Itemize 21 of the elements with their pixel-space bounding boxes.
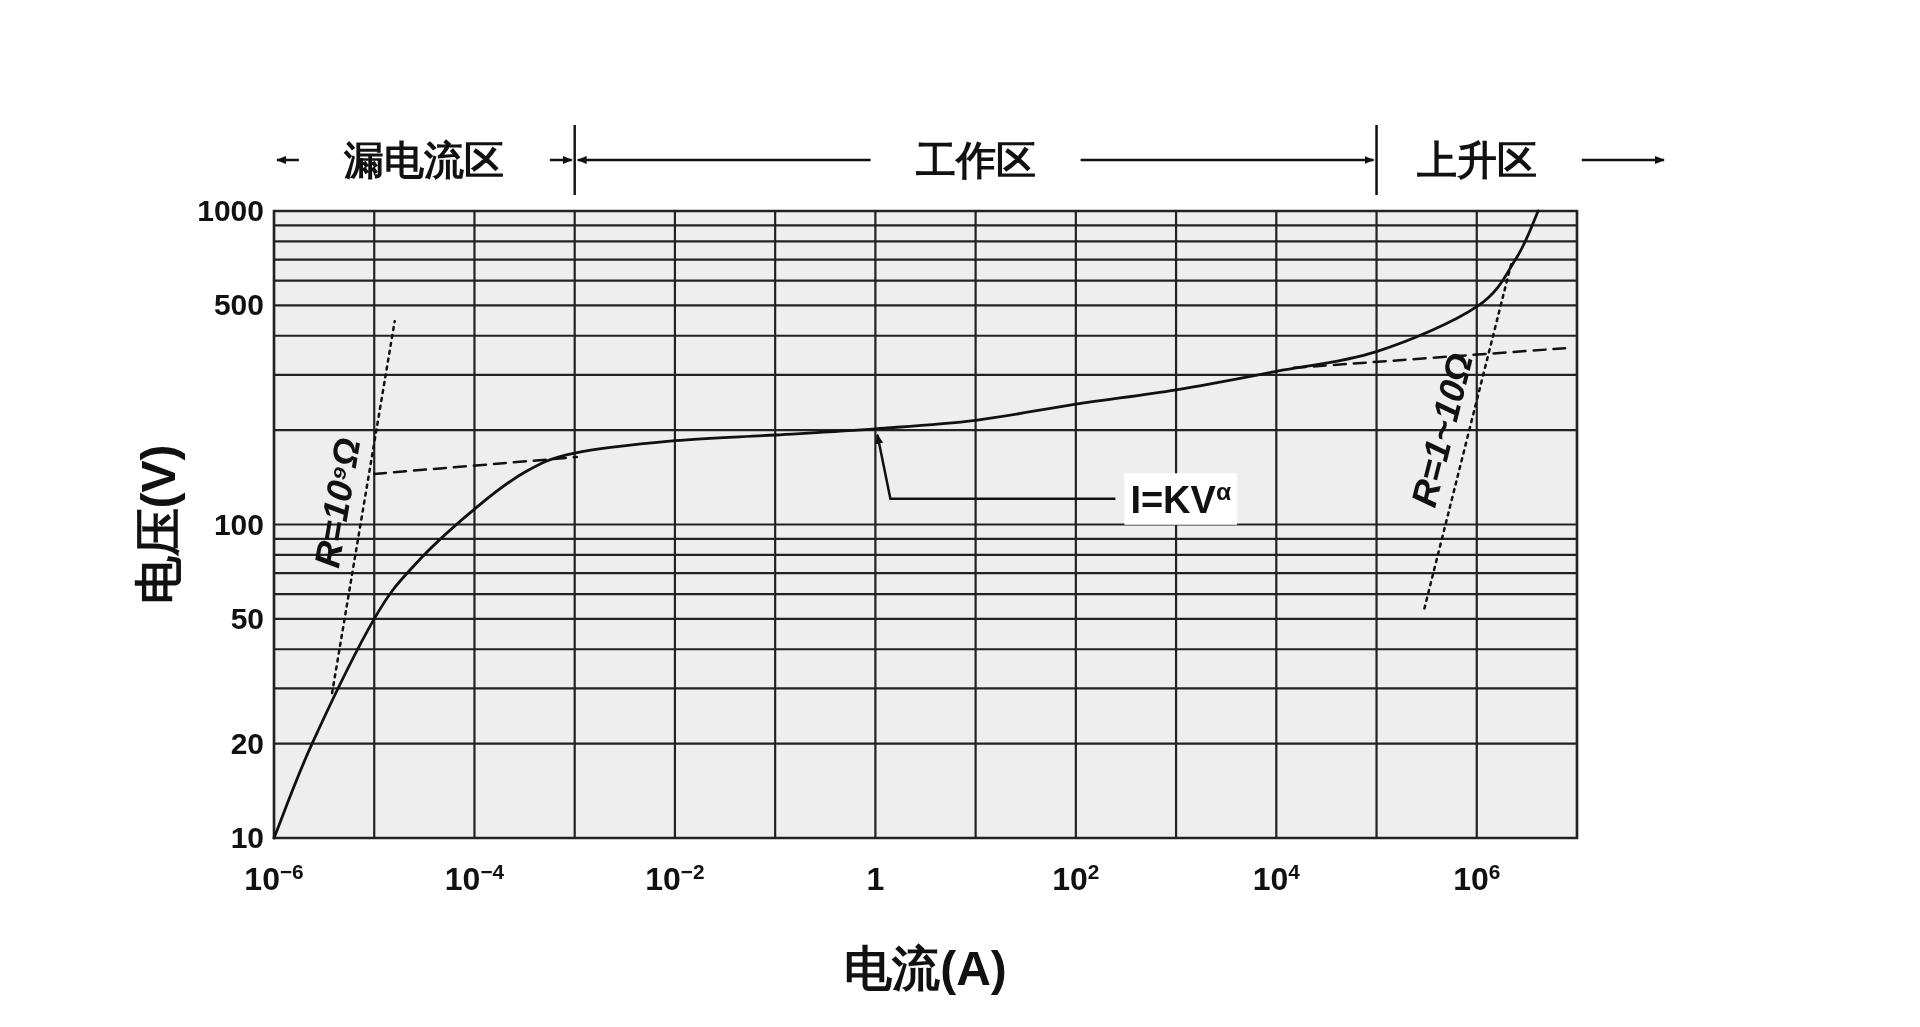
x-tick-label: 10$^{−4}$ [444, 859, 505, 897]
x-tick-label: 10$^{2}$ [1052, 859, 1100, 897]
y-axis-title: 电压(V) [132, 444, 185, 605]
x-tick-label: 10$^{−6}$ [244, 859, 304, 897]
y-tick-label: 50 [230, 601, 264, 635]
x-tick-label: 10$^{−2}$ [645, 859, 705, 897]
legend-label: 漏电流区 [343, 138, 505, 182]
band-label: 工作区 [915, 138, 1036, 182]
y-tick-label: 500 [213, 288, 264, 322]
y-tick-label: 100 [213, 507, 264, 541]
text: I=KV$^{α}$ [1130, 477, 1232, 521]
legend-label: 上升区 [1416, 138, 1537, 182]
text: R=10⁹Ω [306, 434, 369, 571]
text: R=1~10Ω [1403, 349, 1481, 511]
x-tick-label: 1 [866, 861, 885, 897]
y-tick-label: 20 [230, 726, 264, 760]
x-tick-label: 10$^{6}$ [1453, 859, 1501, 897]
x-tick-label: 10$^{4}$ [1252, 859, 1301, 897]
y-tick-label: 1000 [197, 194, 264, 227]
x-axis-title: 电流(A) [844, 942, 1007, 995]
y-tick-label: 10 [230, 821, 264, 854]
